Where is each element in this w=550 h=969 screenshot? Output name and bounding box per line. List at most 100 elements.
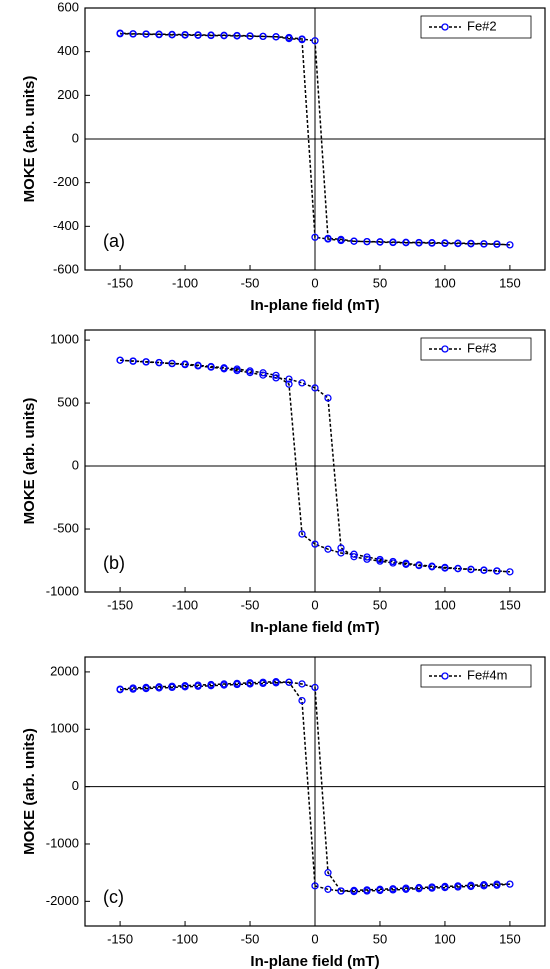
loop-line: [120, 680, 510, 893]
data-point: [155, 358, 163, 367]
data-point: [116, 29, 124, 37]
loop-line: [120, 359, 510, 573]
x-tick-label: -100: [172, 275, 198, 290]
x-tick-label: -100: [172, 597, 198, 612]
loop-line: [120, 32, 510, 246]
data-point: [376, 555, 384, 564]
y-tick-label: -500: [53, 520, 79, 535]
data-point: [298, 696, 306, 705]
data-point: [350, 550, 358, 558]
data-point: [311, 37, 319, 45]
y-tick-label: 0: [72, 778, 79, 793]
y-tick-label: -200: [53, 174, 79, 189]
legend-box: [420, 337, 532, 361]
data-point: [389, 238, 397, 246]
legend-marker: [441, 345, 449, 353]
panel-label: (c): [103, 887, 124, 907]
data-point: [493, 880, 501, 888]
data-point: [506, 241, 514, 249]
data-point: [272, 33, 280, 41]
data-point: [493, 567, 501, 575]
y-tick-label: -1000: [46, 583, 79, 598]
data-point: [220, 364, 228, 372]
data-point: [311, 233, 319, 241]
data-point: [259, 678, 267, 686]
data-point: [233, 365, 241, 373]
x-tick-label: -100: [172, 931, 198, 946]
data-point: [363, 237, 371, 246]
data-point: [337, 544, 345, 552]
data-point: [415, 238, 423, 247]
legend-label: Fe#4m: [467, 667, 507, 682]
data-point: [324, 235, 332, 243]
data-point: [194, 31, 202, 39]
data-point: [272, 374, 280, 382]
x-tick-label: 0: [311, 597, 318, 612]
x-tick-label: 150: [499, 275, 521, 290]
legend-label: Fe#3: [467, 340, 497, 355]
y-tick-label: 400: [57, 43, 79, 58]
data-point: [168, 359, 176, 368]
data-point: [220, 680, 228, 688]
data-point: [402, 238, 410, 246]
data-point: [467, 881, 475, 889]
data-point: [480, 566, 488, 574]
data-point: [285, 34, 293, 43]
data-point: [454, 882, 462, 890]
data-point: [272, 371, 280, 379]
data-point: [207, 362, 215, 371]
data-point: [376, 238, 384, 246]
y-tick-label: 1000: [50, 721, 79, 736]
legend-marker: [441, 23, 449, 31]
y-tick-label: 0: [72, 130, 79, 145]
x-tick-label: 50: [373, 931, 387, 946]
data-point: [285, 678, 293, 686]
x-tick-label: -150: [107, 597, 133, 612]
x-tick-label: -50: [241, 931, 260, 946]
data-point: [389, 557, 397, 566]
data-point: [402, 559, 410, 567]
plot-frame: [84, 329, 546, 593]
data-point: [168, 682, 176, 690]
data-point: [181, 682, 189, 690]
data-point: [454, 564, 462, 573]
data-point: [259, 371, 267, 379]
data-point: [428, 562, 436, 570]
legend-label: Fe#2: [467, 18, 497, 33]
y-tick-label: -600: [53, 261, 79, 276]
data-point: [506, 568, 514, 576]
data-point: [441, 563, 449, 572]
y-axis-label: MOKE (arb. units): [21, 728, 38, 855]
x-tick-label: -150: [107, 931, 133, 946]
data-point: [142, 358, 150, 366]
data-point: [428, 883, 436, 891]
data-point: [129, 357, 137, 365]
data-point: [298, 530, 306, 538]
y-tick-label: 2000: [50, 663, 79, 678]
data-point: [298, 36, 306, 44]
data-point: [311, 882, 319, 890]
data-point: [363, 553, 371, 561]
data-point: [285, 380, 293, 388]
data-point: [142, 683, 150, 692]
x-axis-label: In-plane field (mT): [250, 297, 379, 314]
y-tick-label: 1000: [50, 332, 79, 347]
x-axis-label: In-plane field (mT): [250, 953, 379, 969]
x-tick-label: 0: [311, 275, 318, 290]
data-point: [168, 30, 176, 39]
data-point: [428, 239, 436, 247]
data-point: [467, 565, 475, 573]
data-point: [363, 555, 371, 563]
legend-marker: [441, 672, 449, 680]
data-point: [246, 32, 254, 40]
x-tick-label: 150: [499, 931, 521, 946]
y-tick-label: -1000: [46, 835, 79, 850]
x-tick-label: 150: [499, 597, 521, 612]
data-point: [493, 240, 501, 248]
data-point: [311, 540, 319, 548]
data-point: [324, 885, 332, 893]
data-point: [142, 30, 150, 38]
legend-box: [420, 664, 532, 688]
data-point: [324, 394, 332, 402]
